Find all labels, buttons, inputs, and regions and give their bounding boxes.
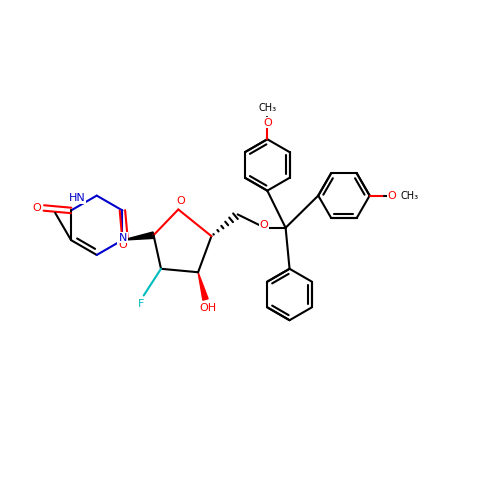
Text: HN: HN [69, 193, 86, 203]
Text: OH: OH [200, 304, 216, 314]
Polygon shape [198, 272, 208, 300]
Text: CH₃: CH₃ [258, 104, 276, 114]
Text: N: N [119, 232, 128, 242]
Text: O: O [388, 190, 396, 200]
Polygon shape [122, 232, 154, 240]
Text: O: O [176, 196, 185, 205]
Text: O: O [32, 203, 41, 213]
Text: O: O [260, 220, 268, 230]
Text: CH₃: CH₃ [400, 190, 418, 200]
Text: O: O [118, 240, 127, 250]
Text: O: O [263, 118, 272, 128]
Text: F: F [138, 300, 144, 310]
